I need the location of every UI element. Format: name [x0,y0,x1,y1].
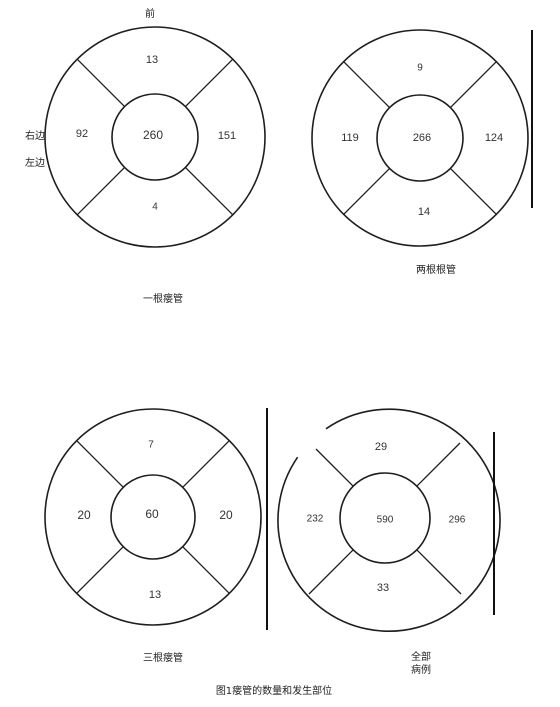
count-bottom: 33 [377,582,389,594]
spoke-lower-right [184,166,234,216]
spoke-lower-right [449,167,497,215]
count-center: 60 [145,507,159,521]
diagram-three-fistulas: 7 60 20 20 13 三根瘘管 [44,408,262,664]
spoke-lower-left [308,549,354,595]
label-left-side: 左边 [25,156,45,169]
diagram-two-fistulas: 9 266 119 124 14 两根根管 [311,29,529,276]
diagram-one-fistula: 13 260 92 151 4 一根瘘管 [44,26,266,305]
outer-ring [277,408,501,632]
caption-two-fistulas: 两根根管 [416,263,456,276]
count-left: 232 [307,514,324,525]
spoke-lower-left [76,166,126,216]
spoke-upper-left [76,440,124,488]
count-center: 590 [377,515,394,526]
count-top: 13 [146,54,158,66]
count-bottom: 13 [149,589,161,601]
outer-ring [311,29,529,247]
count-bottom: 4 [152,202,158,213]
count-top: 9 [417,63,423,74]
count-left: 92 [76,128,88,140]
caption-one-fistula: 一根瘘管 [143,292,183,305]
count-right: 296 [449,515,466,526]
inner-ring [111,93,199,181]
spoke-upper-left [343,61,391,109]
spoke-lower-left [76,546,124,594]
count-bottom: 14 [418,206,430,218]
count-right: 151 [218,130,236,142]
count-center: 266 [413,132,431,144]
spoke-lower-right [182,546,230,594]
inner-ring [339,472,431,564]
spoke-upper-right [184,58,234,108]
caption-all-line1: 全部 [411,650,431,663]
figure-caption: 图1瘘管的数量和发生部位 [216,684,332,697]
count-right: 20 [219,508,233,522]
outer-ring [44,408,262,626]
count-center: 260 [143,128,163,142]
count-top: 29 [375,441,387,453]
spoke-upper-left [315,448,354,487]
count-top: 7 [148,440,154,451]
label-front: 前 [145,7,155,20]
spoke-upper-right [449,61,497,109]
diagram-all-cases: 29 590 232 296 33 全部 病例 [277,408,501,676]
spoke-upper-right [182,440,230,488]
spoke-lower-left [343,167,391,215]
inner-ring [110,474,196,560]
label-right-side: 右边 [25,129,45,142]
outer-ring [44,26,266,248]
count-right: 124 [485,132,503,144]
count-left: 20 [77,508,91,522]
spoke-lower-right [416,549,462,595]
caption-all-line2: 病例 [411,663,431,676]
spoke-upper-right [416,442,461,487]
spoke-upper-left [76,58,126,108]
caption-three-fistulas: 三根瘘管 [143,651,183,664]
inner-ring [376,94,464,182]
count-left: 119 [341,132,359,144]
